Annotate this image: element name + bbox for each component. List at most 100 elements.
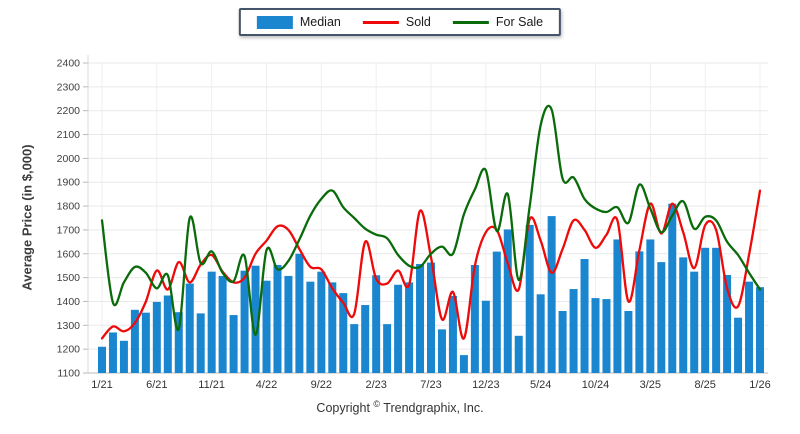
x-tick-label: 3/25 [640,379,661,391]
y-tick-label: 1900 [57,177,81,189]
median-bar [723,274,732,373]
chart-legend: Median Sold For Sale [238,8,562,36]
median-bar [635,251,644,373]
legend-item-sold: Sold [362,15,431,29]
x-tick-label: 5/24 [530,379,551,391]
median-bar [361,305,370,373]
median-bar [580,259,589,373]
median-bar [372,275,381,373]
median-bar [284,275,293,373]
median-bar [328,282,337,373]
median-bar [295,253,304,373]
median-bar [163,295,172,373]
median-swatch-icon [256,15,293,29]
y-tick-label: 1800 [57,201,81,213]
median-bar [427,262,435,373]
copyright-suffix: Trendgraphix, Inc. [383,401,484,416]
y-tick-label: 2300 [57,81,81,93]
copyright-text: Copyright © Trendgraphix, Inc. [0,399,800,415]
copyright-prefix: Copyright [316,401,370,416]
median-bar [273,264,282,373]
x-tick-label: 1/26 [749,379,770,391]
median-bar [196,313,205,373]
for-sale-line [100,104,762,336]
median-bar [229,315,238,373]
median-bar [174,312,183,373]
median-bar [503,229,512,373]
median-bar [701,247,710,373]
median-bar [668,203,677,373]
median-bar [416,264,425,373]
y-tick-label: 2200 [57,105,81,117]
x-tick-label: 12/23 [472,379,500,391]
median-bar [207,271,216,373]
x-tick-label: 1/21 [91,379,112,391]
forsale-swatch-icon [452,20,489,24]
sold-line [100,189,762,340]
legend-item-median: Median [256,15,341,29]
legend-label-sold: Sold [405,15,431,29]
median-bar [547,216,556,373]
x-tick-label: 7/23 [420,379,441,391]
median-bar [448,295,457,373]
y-tick-label: 1500 [57,272,81,284]
median-bar [306,281,315,373]
median-bar [602,299,611,373]
median-bar [152,301,161,373]
median-bar [459,355,468,373]
median-bar [470,264,479,373]
y-tick-label: 2000 [57,153,81,165]
median-bar [240,270,249,373]
y-tick-label: 2100 [57,129,81,141]
median-bar [525,224,534,373]
median-bar [383,324,392,373]
median-bar [218,275,227,373]
x-tick-label: 4/22 [256,379,277,391]
median-bar [657,262,666,373]
y-tick-label: 1200 [57,344,81,356]
median-bar [756,287,764,373]
legend-item-forsale: For Sale [452,15,544,29]
median-bar [690,271,699,373]
median-bar [350,324,359,373]
median-bar [317,271,326,373]
y-tick-label: 2400 [57,58,81,70]
median-bar [185,283,194,373]
median-bar [558,311,567,373]
y-tick-label: 1700 [57,224,81,236]
copyright-symbol-icon: © [373,399,381,409]
median-bar [536,294,545,373]
y-tick-label: 1600 [57,248,81,260]
median-bar [481,300,490,373]
median-bar [613,239,622,373]
median-bar [98,346,106,373]
median-bar [141,312,150,373]
median-bar [492,251,501,373]
y-tick-label: 1300 [57,320,81,332]
median-bar [405,282,414,373]
median-bar [394,284,403,373]
x-tick-label: 11/21 [198,379,225,391]
price-chart: 1100 1200 1300 1400 1500 1600 1700 1800 1900 2000… [57,55,771,391]
x-tick-label: 9/22 [311,379,332,391]
x-tick-label: 8/25 [694,379,715,391]
legend-label-forsale: For Sale [495,15,544,29]
x-tick-label: 2/23 [365,379,386,391]
median-bar [251,265,260,373]
y-tick-label: 1100 [57,368,80,380]
median-bar [679,257,688,373]
median-bar [734,317,743,373]
legend-label-median: Median [299,15,341,29]
median-bar [437,329,446,373]
median-bar [569,289,578,373]
y-tick-label: 1400 [57,296,81,308]
median-bar [646,239,655,373]
median-bar [591,298,600,373]
x-tick-label: 6/21 [146,379,167,391]
x-tick-label: 10/24 [582,379,610,391]
median-bar [262,280,271,373]
median-bar [108,332,117,373]
median-bar [119,340,128,373]
median-bar [624,311,633,373]
